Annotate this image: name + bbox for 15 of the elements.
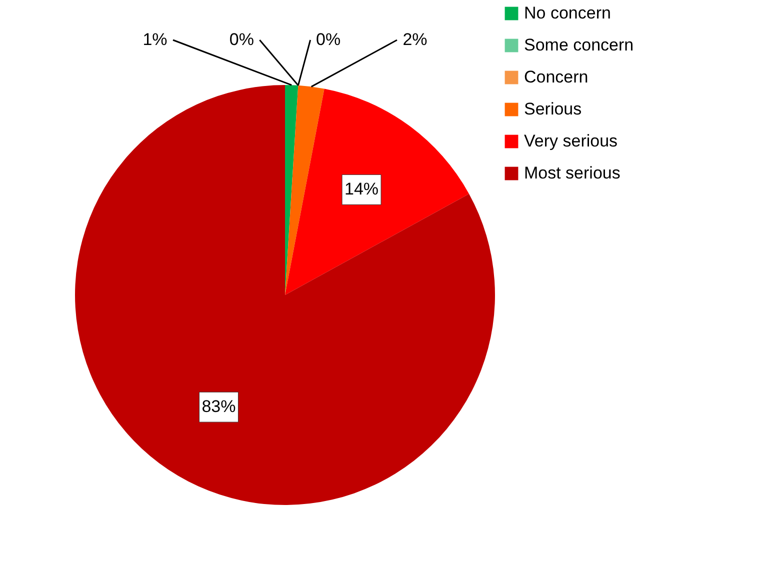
legend-label: Very serious: [524, 132, 618, 150]
legend-label: Most serious: [524, 164, 620, 182]
data-label: 2%: [402, 30, 428, 49]
legend-label: No concern: [524, 4, 611, 22]
data-label: 83%: [202, 397, 236, 416]
text: 0%: [316, 30, 341, 49]
pie-slice: [75, 85, 495, 505]
legend-label: Serious: [524, 100, 582, 118]
legend-label: Some concern: [524, 36, 634, 54]
data-label: 1%: [142, 30, 168, 49]
data-label: 14%: [344, 180, 379, 199]
text: 0%: [229, 30, 254, 49]
pie-slice: [285, 85, 324, 295]
pie-slice: [285, 88, 470, 295]
legend-label: Concern: [524, 68, 588, 86]
